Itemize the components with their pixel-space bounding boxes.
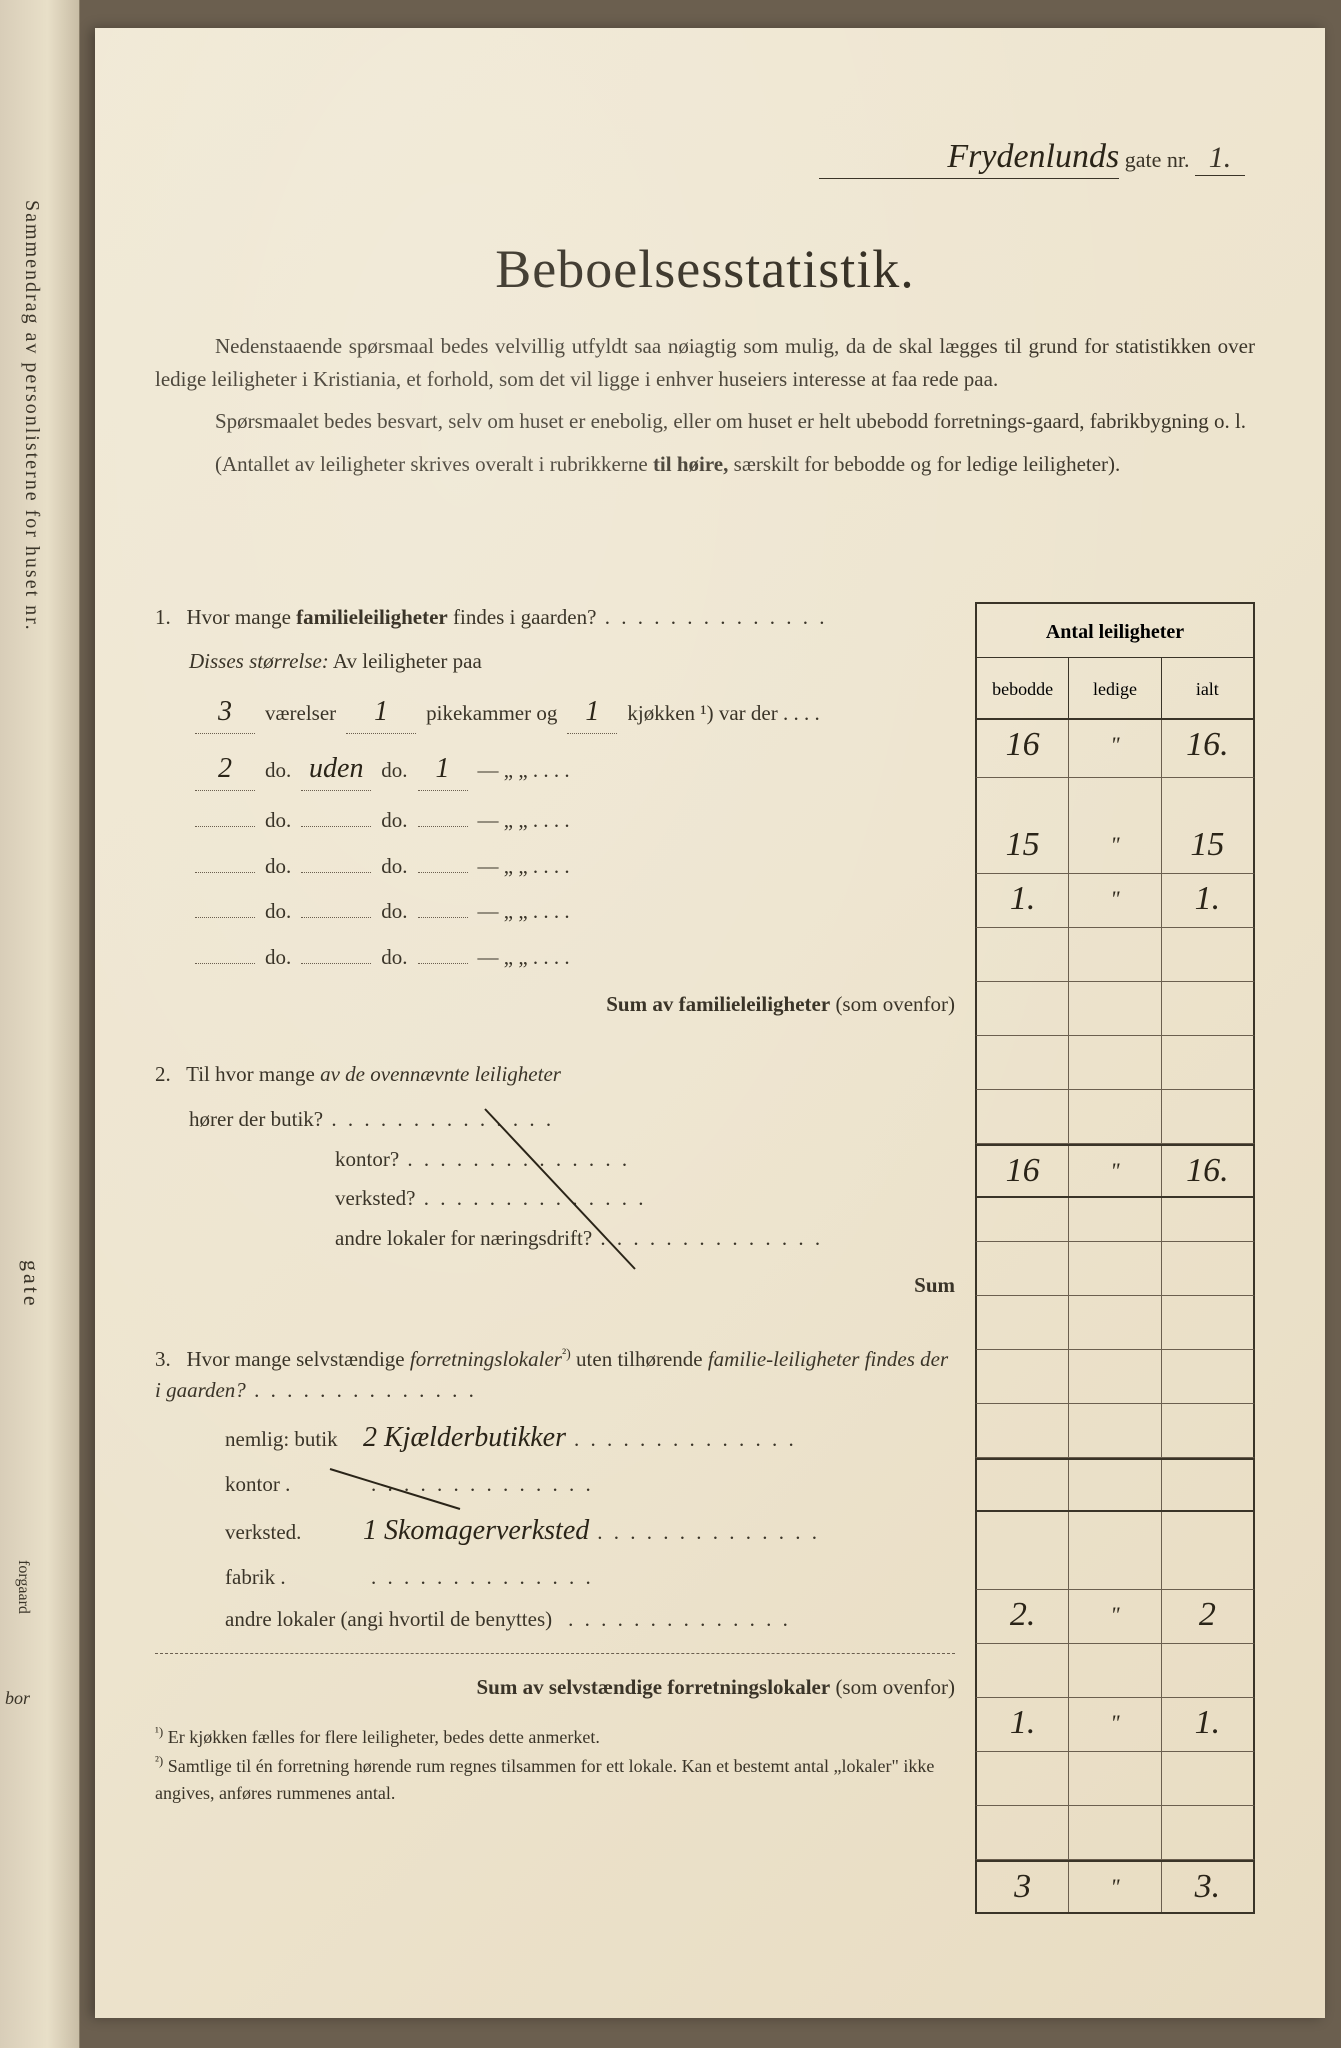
q2-row: [975, 1296, 1255, 1350]
street-header: Frydenlunds gate nr. 1.: [725, 138, 1245, 179]
q3-data-row: [975, 1752, 1255, 1806]
size-data-row: [975, 1036, 1255, 1090]
q3-subline: verksted.1 Skomagerverksted: [155, 1510, 955, 1552]
spacer-row: [975, 778, 1255, 820]
gate-label: gate nr.: [1125, 147, 1190, 172]
q1-sum-row: 16 " 16.: [975, 1144, 1255, 1198]
size-row: 3værelser1pikekammer og1kjøkken ¹) var d…: [155, 691, 955, 734]
q2-subline: andre lokaler for næringsdrift?: [155, 1223, 955, 1255]
binding-spine: Sammendrag av personlisterne for huset n…: [0, 0, 80, 2048]
q3-subline: andre lokaler (angi hvortil de benyttes): [155, 1604, 955, 1636]
q1-total-row: 16 " 16.: [975, 720, 1255, 778]
size-row: do.do.— „ „ . . . .: [155, 896, 955, 928]
size-row: 2do.udendo.1— „ „ . . . .: [155, 748, 955, 791]
street-number-fill: 1.: [1195, 141, 1245, 176]
table-header-row: bebodde ledige ialt: [975, 658, 1255, 720]
q2-line1: 2. Til hvor mange av de ovennævnte leili…: [155, 1059, 955, 1091]
q3: 3. Hvor mange selvstændige forretningslo…: [155, 1344, 955, 1704]
questions-column: 1. Hvor mange familieleiligheter findes …: [155, 602, 955, 1807]
q2-sum-row: [975, 1458, 1255, 1512]
q3-line1: 3. Hvor mange selvstændige forretningslo…: [155, 1344, 955, 1407]
size-data-row: [975, 928, 1255, 982]
q1-sum-label: Sum av familieleiligheter (som ovenfor): [155, 989, 955, 1021]
intro-p2: Spørsmaalet bedes besvart, selv om huset…: [155, 405, 1255, 438]
q2-row: [975, 1404, 1255, 1458]
size-data-row: 1."1.: [975, 874, 1255, 928]
spacer: [975, 1198, 1255, 1242]
q2-line2: hører der butik?: [155, 1104, 955, 1136]
q2-row: [975, 1350, 1255, 1404]
q3-sum-label: Sum av selvstændige forretningslokaler (…: [155, 1672, 955, 1704]
q2-row: [975, 1242, 1255, 1296]
spacer: [975, 1512, 1255, 1590]
q3-data-row: 1."1.: [975, 1698, 1255, 1752]
q3-subline: fabrik .: [155, 1562, 955, 1594]
footnote-1: ¹) Er kjøkken fælles for flere leilighet…: [155, 1722, 955, 1751]
q2-subline: verksted?: [155, 1183, 955, 1215]
q3-data-row: [975, 1806, 1255, 1860]
q1-disses: Disses størrelse: Av leiligheter paa: [155, 646, 955, 678]
q3-sum-row: 3 " 3.: [975, 1860, 1255, 1914]
document-page: Frydenlunds gate nr. 1. Beboelsesstatist…: [95, 28, 1325, 2018]
content-area: Antal leiligheter bebodde ledige ialt 16…: [155, 602, 1255, 1807]
col-ialt: ialt: [1162, 658, 1253, 718]
q2: 2. Til hvor mange av de ovennævnte leili…: [155, 1059, 955, 1302]
q3-data-row: 2."2: [975, 1590, 1255, 1644]
count-table: Antal leiligheter bebodde ledige ialt 16…: [975, 602, 1255, 1914]
q2-sum: Sum: [155, 1270, 955, 1302]
q3-subline: kontor .: [155, 1469, 955, 1501]
size-data-row: 15"15: [975, 820, 1255, 874]
q1: 1. Hvor mange familieleiligheter findes …: [155, 602, 955, 1021]
q3-data-row: [975, 1644, 1255, 1698]
intro-p3: (Antallet av leiligheter skrives overalt…: [155, 448, 1255, 481]
divider: [155, 1653, 955, 1654]
spine-text: Sammendrag av personlisterne for huset n…: [20, 200, 43, 632]
spine-small: forgaard: [14, 1560, 32, 1614]
q1-text: 1. Hvor mange familieleiligheter findes …: [155, 602, 955, 634]
street-name-fill: Frydenlunds: [819, 138, 1119, 179]
spine-bor: bor: [5, 1688, 30, 1709]
q2-subline: kontor?: [155, 1144, 955, 1176]
size-data-row: [975, 982, 1255, 1036]
footnotes: ¹) Er kjøkken fælles for flere leilighet…: [155, 1722, 955, 1807]
q3-subline: nemlig: butik2 Kjælderbutikker: [155, 1417, 955, 1459]
size-row: do.do.— „ „ . . . .: [155, 942, 955, 974]
intro-p1: Nedenstaaende spørsmaal bedes velvillig …: [155, 330, 1255, 395]
col-bebodde: bebodde: [977, 658, 1069, 718]
spine-gate: gate: [18, 1260, 44, 1309]
size-data-row: [975, 1090, 1255, 1144]
size-row: do.do.— „ „ . . . .: [155, 805, 955, 837]
col-ledige: ledige: [1069, 658, 1161, 718]
table-title: Antal leiligheter: [975, 602, 1255, 658]
page-title: Beboelsesstatistik.: [155, 238, 1255, 300]
footnote-2: ²) Samtlige til én forretning hørende ru…: [155, 1751, 955, 1807]
size-row: do.do.— „ „ . . . .: [155, 851, 955, 883]
